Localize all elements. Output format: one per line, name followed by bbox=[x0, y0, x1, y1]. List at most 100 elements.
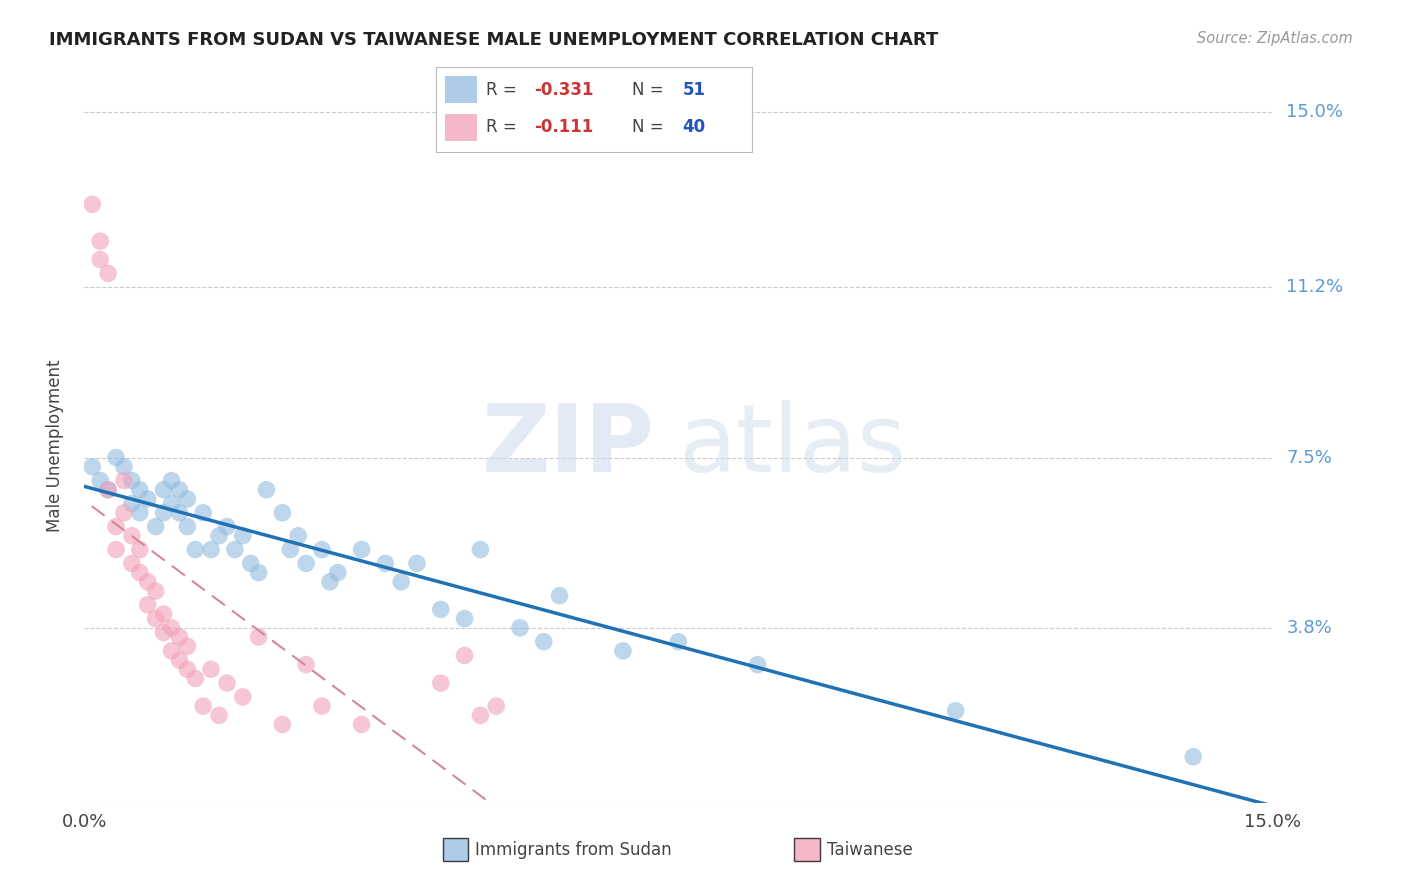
Point bbox=[430, 602, 453, 616]
Point bbox=[191, 699, 215, 714]
Text: IMMIGRANTS FROM SUDAN VS TAIWANESE MALE UNEMPLOYMENT CORRELATION CHART: IMMIGRANTS FROM SUDAN VS TAIWANESE MALE … bbox=[49, 31, 938, 49]
Point bbox=[136, 598, 159, 612]
Point bbox=[239, 557, 262, 571]
Point bbox=[224, 542, 246, 557]
Point bbox=[470, 708, 492, 723]
Text: Source: ZipAtlas.com: Source: ZipAtlas.com bbox=[1197, 31, 1353, 46]
Text: 40: 40 bbox=[683, 119, 706, 136]
Point bbox=[145, 584, 167, 599]
Point bbox=[208, 708, 231, 723]
Point bbox=[97, 483, 120, 497]
Point bbox=[82, 197, 104, 211]
Point bbox=[121, 474, 143, 488]
Bar bbox=[446, 114, 477, 142]
Point bbox=[612, 644, 634, 658]
Point bbox=[200, 662, 222, 676]
Point bbox=[176, 640, 198, 654]
Point bbox=[145, 519, 167, 533]
Point bbox=[105, 519, 128, 533]
Point bbox=[350, 717, 373, 731]
Text: ZIP: ZIP bbox=[482, 400, 655, 492]
Point bbox=[509, 621, 531, 635]
Point bbox=[128, 506, 150, 520]
Point bbox=[136, 574, 159, 589]
Point bbox=[128, 542, 150, 557]
Point bbox=[169, 483, 191, 497]
Point bbox=[160, 497, 183, 511]
Point bbox=[747, 657, 769, 672]
Point bbox=[453, 648, 475, 663]
Point bbox=[374, 557, 396, 571]
Point bbox=[169, 653, 191, 667]
Point bbox=[208, 529, 231, 543]
Point bbox=[160, 644, 183, 658]
Point bbox=[112, 459, 135, 474]
Point bbox=[470, 542, 492, 557]
Point bbox=[152, 607, 174, 621]
Point bbox=[176, 519, 198, 533]
Point bbox=[136, 491, 159, 506]
Point bbox=[121, 557, 143, 571]
Point bbox=[176, 491, 198, 506]
Point bbox=[668, 634, 690, 648]
Text: 51: 51 bbox=[683, 81, 706, 99]
Point bbox=[295, 657, 318, 672]
Point bbox=[271, 717, 294, 731]
Point bbox=[112, 474, 135, 488]
Point bbox=[533, 634, 555, 648]
Point bbox=[97, 266, 120, 280]
Point bbox=[295, 557, 318, 571]
Point bbox=[945, 704, 967, 718]
Point bbox=[128, 566, 150, 580]
Point bbox=[82, 459, 104, 474]
Point bbox=[145, 612, 167, 626]
Point bbox=[548, 589, 571, 603]
Point bbox=[271, 506, 294, 520]
Point bbox=[1182, 749, 1205, 764]
Text: atlas: atlas bbox=[679, 400, 907, 492]
Point bbox=[287, 529, 309, 543]
Point bbox=[121, 497, 143, 511]
Point bbox=[215, 676, 238, 690]
Point bbox=[232, 529, 254, 543]
Point bbox=[389, 574, 412, 589]
Point bbox=[215, 519, 238, 533]
Point bbox=[176, 662, 198, 676]
Point bbox=[89, 252, 111, 267]
Point bbox=[89, 474, 111, 488]
Point bbox=[200, 542, 222, 557]
Point bbox=[152, 625, 174, 640]
Point bbox=[169, 630, 191, 644]
Text: -0.111: -0.111 bbox=[534, 119, 593, 136]
Point bbox=[326, 566, 349, 580]
Text: R =: R = bbox=[486, 81, 517, 99]
Point bbox=[89, 234, 111, 248]
Text: 15.0%: 15.0% bbox=[1286, 103, 1344, 121]
Point bbox=[160, 621, 183, 635]
Text: -0.331: -0.331 bbox=[534, 81, 593, 99]
Text: N =: N = bbox=[633, 119, 664, 136]
Point bbox=[105, 450, 128, 465]
Point bbox=[247, 566, 270, 580]
Bar bbox=[446, 76, 477, 103]
Text: Immigrants from Sudan: Immigrants from Sudan bbox=[475, 840, 672, 859]
Point bbox=[121, 529, 143, 543]
Text: 3.8%: 3.8% bbox=[1286, 619, 1333, 637]
Point bbox=[319, 574, 342, 589]
Point bbox=[311, 542, 333, 557]
Point bbox=[97, 483, 120, 497]
Point bbox=[232, 690, 254, 704]
Point bbox=[112, 506, 135, 520]
Point bbox=[430, 676, 453, 690]
Point bbox=[105, 542, 128, 557]
Point bbox=[184, 542, 207, 557]
Point bbox=[485, 699, 508, 714]
Point bbox=[406, 557, 429, 571]
Point bbox=[453, 612, 475, 626]
Point bbox=[278, 542, 301, 557]
Point bbox=[169, 506, 191, 520]
Point bbox=[191, 506, 215, 520]
Point bbox=[160, 474, 183, 488]
Point bbox=[184, 672, 207, 686]
Point bbox=[311, 699, 333, 714]
